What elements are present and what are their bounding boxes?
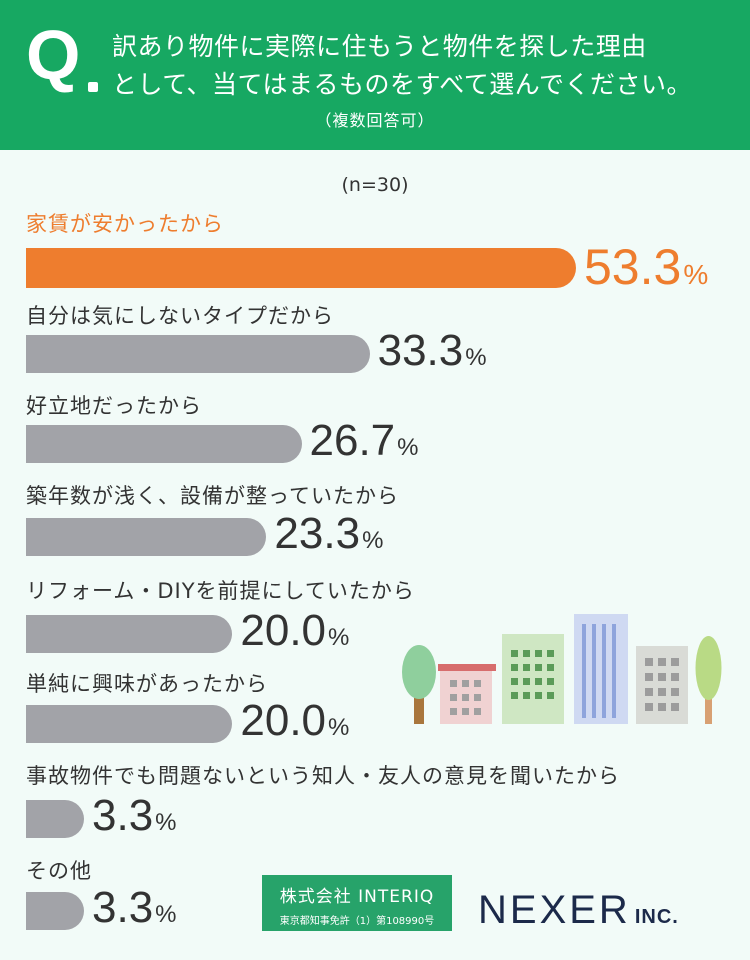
sample-size-label: (n=30): [341, 174, 409, 196]
building-grey-icon: [636, 646, 688, 724]
value-number: 20.0: [240, 696, 327, 745]
bar: [26, 335, 370, 373]
value-unit: %: [362, 527, 384, 554]
category-label: 事故物件でも問題ないという知人・友人の意見を聞いたから: [26, 764, 620, 788]
nexer-logo-text: NEXER: [478, 888, 631, 932]
value-unit: %: [155, 809, 177, 836]
value-label: 23.3%: [274, 512, 383, 556]
category-label: 家賃が安かったから: [26, 212, 224, 236]
interiq-company-name: 株式会社 INTERIQ: [279, 887, 435, 907]
value-number: 26.7: [309, 416, 396, 465]
tree-left-icon: [402, 645, 436, 724]
bar: [26, 425, 302, 463]
value-label: 20.0%: [240, 609, 349, 653]
category-label: 好立地だったから: [26, 394, 202, 418]
category-label: 築年数が浅く、設備が整っていたから: [26, 484, 399, 508]
value-label: 33.3%: [378, 329, 487, 373]
category-label: 自分は気にしないタイプだから: [26, 304, 334, 328]
bar: [26, 248, 576, 288]
bar: [26, 705, 233, 743]
bar: [26, 800, 84, 838]
value-number: 53.3: [584, 239, 682, 295]
interiq-logo: 株式会社 INTERIQ 東京都知事免許（1）第108990号: [262, 875, 452, 931]
question-mark-dot: [88, 82, 98, 92]
value-label: 3.3%: [92, 886, 177, 930]
building-blue-icon: [574, 614, 628, 724]
value-label: 3.3%: [92, 794, 177, 838]
value-unit: %: [397, 434, 419, 461]
category-label: リフォーム・DIYを前提にしていたから: [26, 579, 415, 603]
value-unit: %: [683, 259, 709, 290]
nexer-logo: NEXER INC.: [478, 888, 679, 933]
value-unit: %: [328, 624, 350, 651]
value-unit: %: [465, 344, 487, 371]
question-header: Q 訳あり物件に実際に住もうと物件を探した理由 として、当てはまるものをすべて選…: [0, 0, 750, 150]
value-unit: %: [328, 714, 350, 741]
interiq-license: 東京都知事免許（1）第108990号: [279, 916, 435, 927]
value-number: 3.3: [92, 791, 154, 840]
bar: [26, 892, 84, 930]
category-label: その他: [26, 859, 92, 883]
bar: [26, 615, 233, 653]
city-buildings-illustration: [402, 614, 722, 724]
value-label: 20.0%: [240, 699, 349, 743]
question-mark: Q: [26, 16, 81, 94]
value-label: 53.3%: [584, 242, 708, 292]
nexer-logo-inc: INC.: [634, 906, 679, 928]
bar: [26, 518, 267, 556]
question-text-line2: として、当てはまるものをすべて選んでください。: [112, 70, 693, 99]
value-number: 23.3: [274, 509, 361, 558]
building-pink-icon: [438, 664, 496, 724]
tree-right-icon: [695, 636, 722, 724]
building-green-icon: [502, 634, 564, 724]
value-number: 3.3: [92, 883, 154, 932]
question-note: （複数回答可）: [315, 111, 435, 130]
value-unit: %: [155, 901, 177, 928]
value-number: 20.0: [240, 606, 327, 655]
value-label: 26.7%: [310, 419, 419, 463]
category-label: 単純に興味があったから: [26, 672, 268, 696]
value-number: 33.3: [377, 326, 464, 375]
question-text-line1: 訳あり物件に実際に住もうと物件を探した理由: [112, 32, 647, 61]
